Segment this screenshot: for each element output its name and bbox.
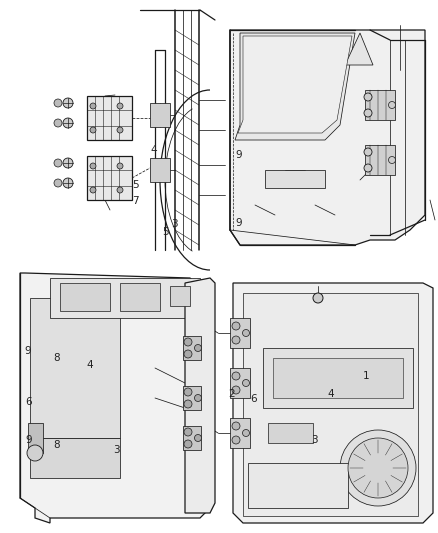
Circle shape (184, 338, 192, 346)
Circle shape (232, 322, 240, 330)
Circle shape (364, 164, 372, 172)
Text: 3: 3 (311, 435, 318, 445)
Circle shape (90, 127, 96, 133)
Bar (87, 96, 132, 140)
Bar (230, 318, 250, 348)
Circle shape (63, 118, 73, 128)
Circle shape (364, 148, 372, 156)
Polygon shape (30, 298, 120, 438)
Circle shape (90, 103, 96, 109)
Circle shape (243, 329, 250, 336)
Polygon shape (30, 438, 120, 478)
Circle shape (194, 344, 201, 351)
Circle shape (232, 436, 240, 444)
Circle shape (232, 386, 240, 394)
Text: 9: 9 (24, 346, 31, 356)
Circle shape (348, 438, 408, 498)
Circle shape (54, 179, 62, 187)
Circle shape (389, 101, 396, 109)
Circle shape (117, 163, 123, 169)
Polygon shape (233, 283, 433, 523)
Polygon shape (345, 33, 373, 65)
Circle shape (243, 430, 250, 437)
Text: 3: 3 (113, 446, 120, 455)
Circle shape (313, 293, 323, 303)
Text: 9: 9 (25, 435, 32, 445)
Circle shape (389, 157, 396, 164)
Circle shape (54, 99, 62, 107)
Circle shape (90, 187, 96, 193)
Bar (365, 90, 395, 120)
Text: 9: 9 (235, 218, 242, 228)
Circle shape (27, 445, 43, 461)
Circle shape (184, 350, 192, 358)
Circle shape (54, 159, 62, 167)
Bar (248, 463, 348, 508)
Text: 8: 8 (53, 353, 60, 363)
Circle shape (364, 93, 372, 101)
Circle shape (364, 109, 372, 117)
Text: 4: 4 (86, 360, 93, 370)
Circle shape (63, 178, 73, 188)
Text: 3: 3 (171, 219, 178, 229)
Text: 4: 4 (327, 390, 334, 399)
Circle shape (232, 336, 240, 344)
Bar (28, 423, 43, 453)
Circle shape (117, 103, 123, 109)
Polygon shape (20, 273, 210, 523)
Circle shape (232, 372, 240, 380)
Polygon shape (238, 36, 352, 133)
Text: 1: 1 (362, 371, 369, 381)
Bar (183, 336, 201, 360)
Polygon shape (243, 293, 418, 516)
Circle shape (184, 428, 192, 436)
Bar (365, 145, 395, 175)
Bar (150, 103, 170, 127)
Bar (120, 283, 160, 311)
Text: 5: 5 (132, 181, 139, 190)
Bar (150, 158, 170, 182)
Bar (170, 286, 190, 306)
Bar (265, 170, 325, 188)
Circle shape (232, 422, 240, 430)
Circle shape (194, 434, 201, 441)
Circle shape (194, 394, 201, 401)
Text: 6: 6 (250, 394, 257, 403)
Text: 8: 8 (53, 440, 60, 450)
Text: 4: 4 (151, 146, 158, 155)
Bar (230, 418, 250, 448)
Text: 6: 6 (25, 398, 32, 407)
Text: 7: 7 (132, 197, 139, 206)
Bar (87, 156, 132, 200)
Text: 9: 9 (235, 150, 242, 159)
Bar (183, 386, 201, 410)
Polygon shape (185, 278, 215, 513)
Bar (183, 426, 201, 450)
Circle shape (117, 187, 123, 193)
Text: 5: 5 (162, 227, 169, 237)
Circle shape (63, 98, 73, 108)
Text: 2: 2 (228, 390, 235, 399)
Circle shape (184, 400, 192, 408)
Circle shape (243, 379, 250, 386)
Bar (268, 423, 313, 443)
Circle shape (340, 430, 416, 506)
Bar (60, 283, 110, 311)
Polygon shape (230, 30, 425, 245)
Circle shape (184, 388, 192, 396)
Polygon shape (263, 348, 413, 408)
Bar (230, 368, 250, 398)
Circle shape (54, 119, 62, 127)
Circle shape (90, 163, 96, 169)
Polygon shape (235, 33, 355, 140)
Circle shape (63, 158, 73, 168)
Circle shape (117, 127, 123, 133)
Polygon shape (273, 358, 403, 398)
Circle shape (184, 440, 192, 448)
Polygon shape (50, 278, 200, 318)
